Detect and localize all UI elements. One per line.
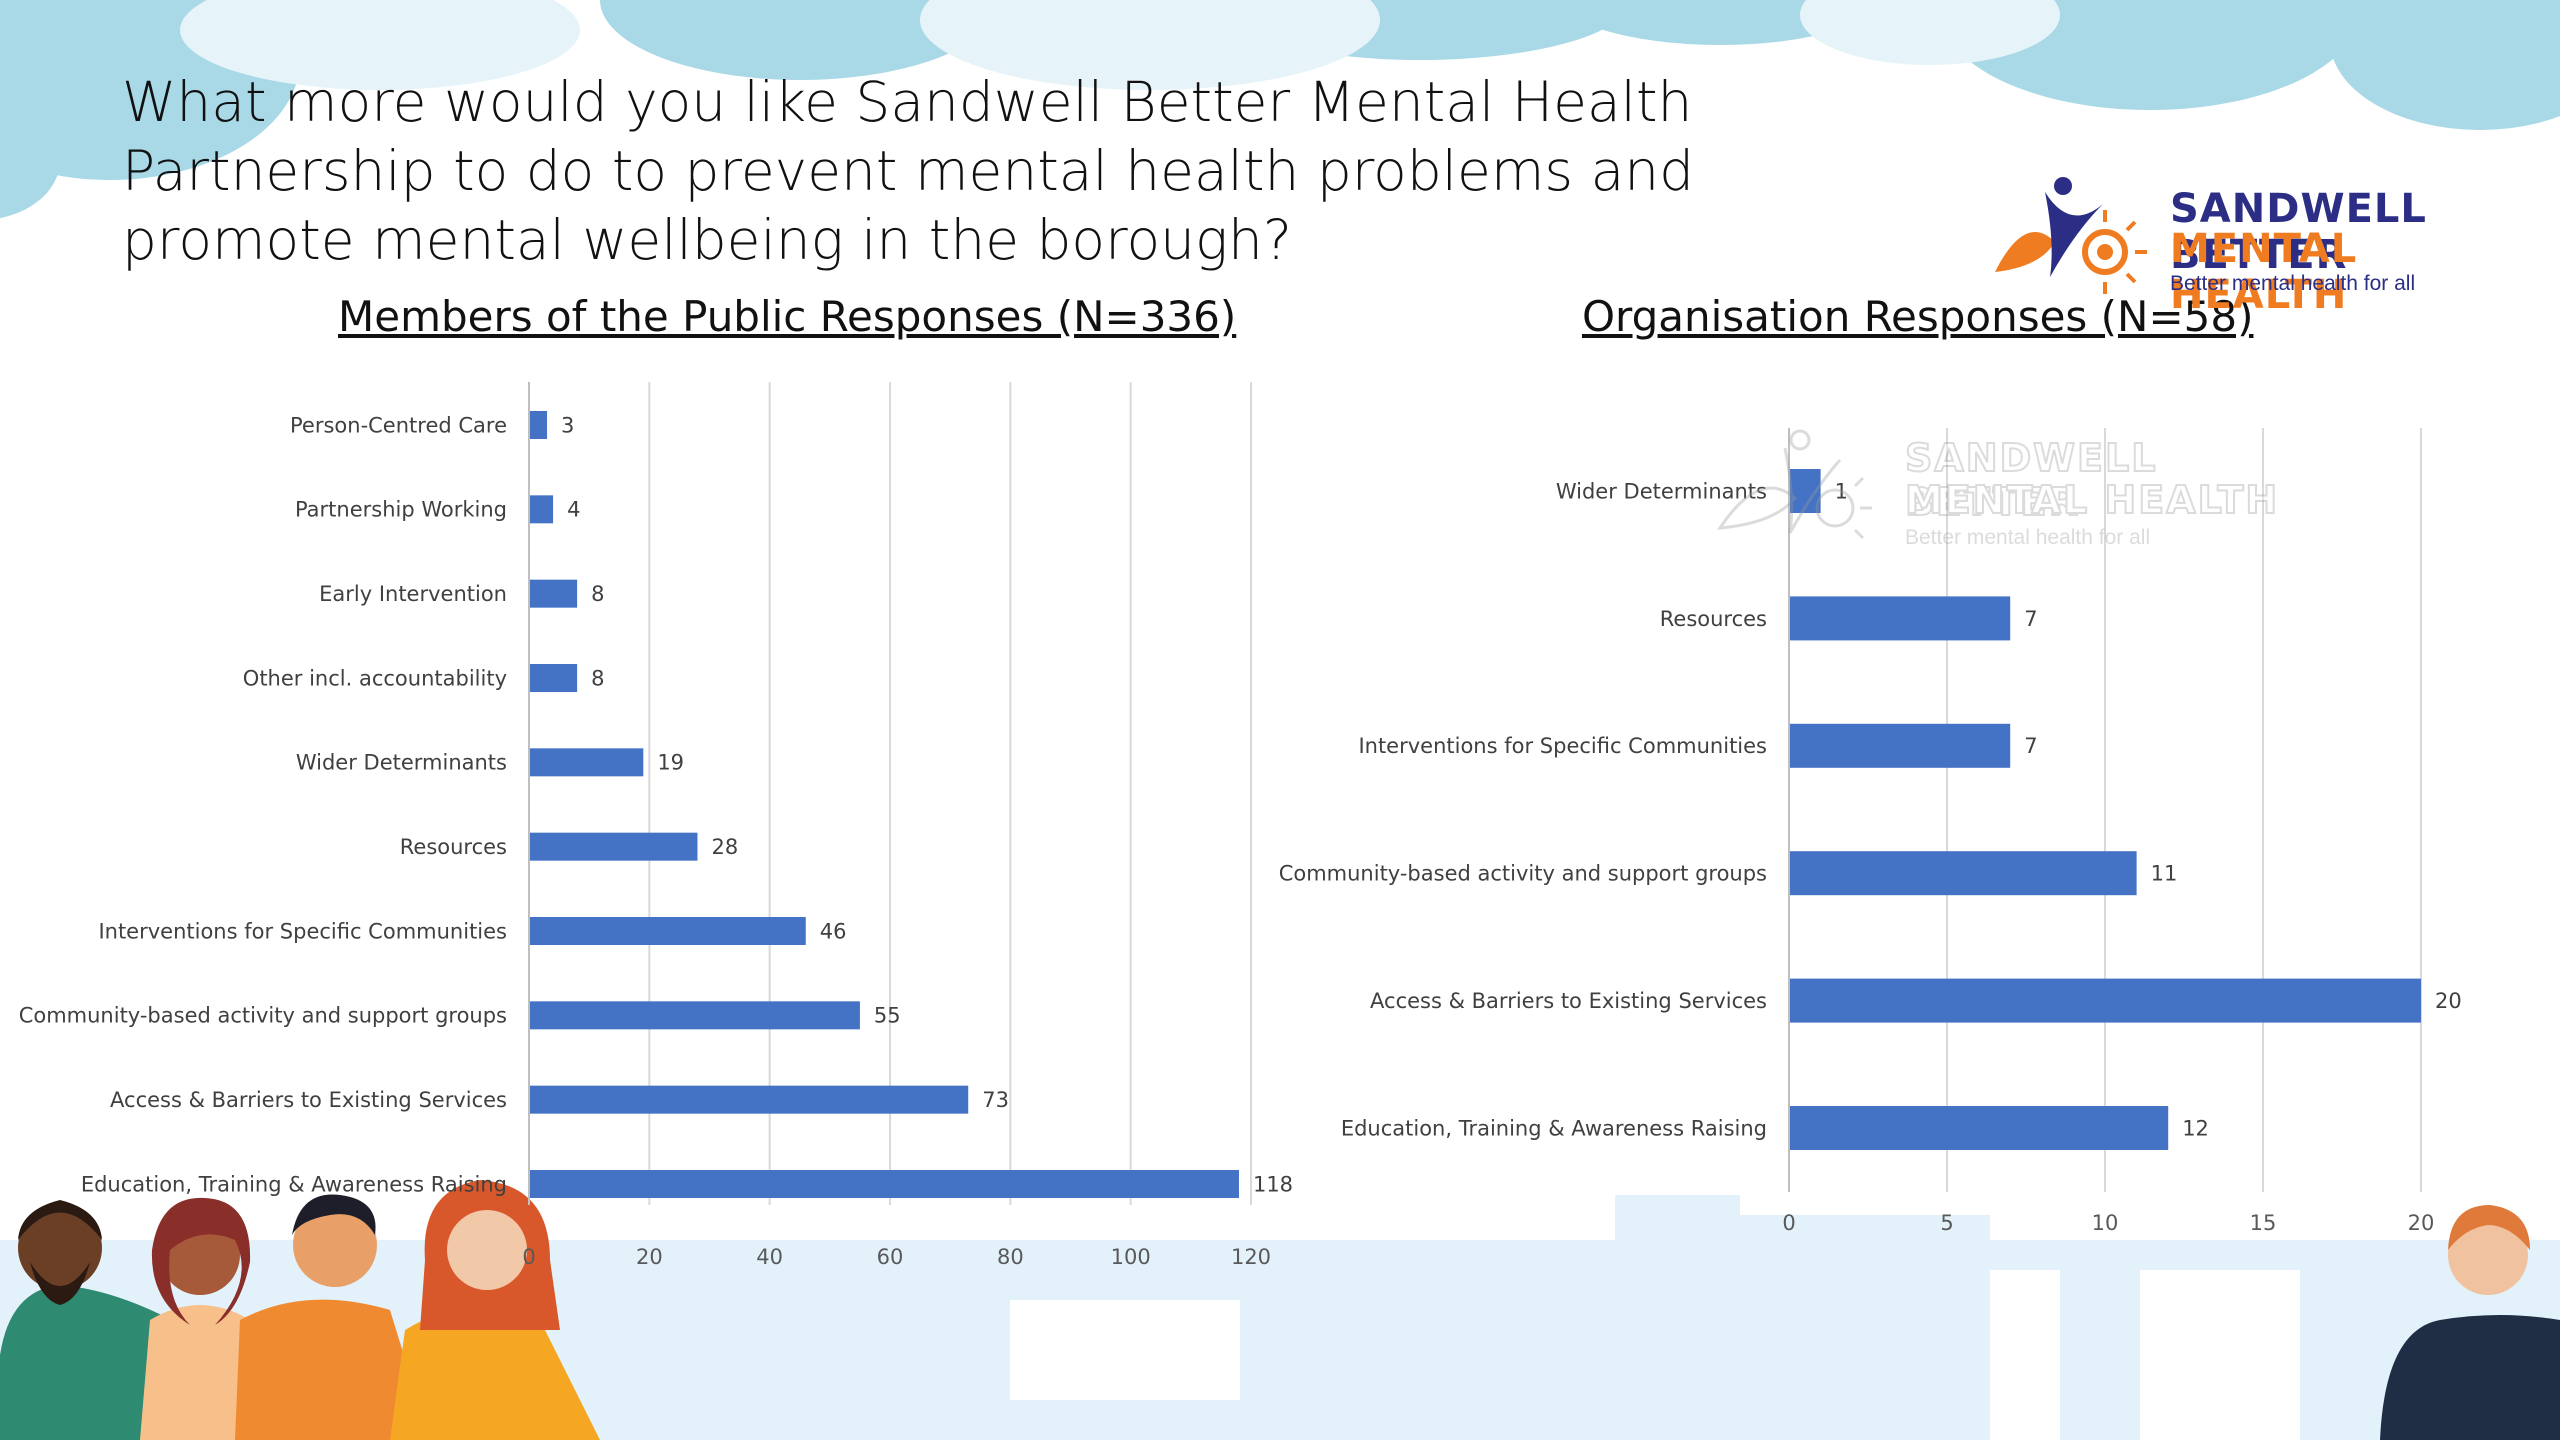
logo-line1: SANDWELL BETTER (2170, 186, 2427, 278)
public-chart-data-label: 55 (874, 1004, 901, 1028)
public-chart-category-label: Person-Centred Care (290, 413, 507, 437)
org-chart-data-label: 20 (2435, 989, 2462, 1013)
public-chart-title: Members of the Public Responses (N=336) (338, 292, 1237, 341)
public-chart-x-tick-label: 0 (522, 1245, 535, 1269)
org-chart-category-label: Education, Training & Awareness Raising (1341, 1116, 1767, 1140)
org-chart-bar (1790, 469, 1821, 513)
org-chart-data-label: 1 (1835, 479, 1848, 503)
sbmh-logo-icon (1995, 177, 2147, 294)
org-chart-category-label: Community-based activity and support gro… (1279, 862, 1767, 886)
public-chart-data-label: 3 (561, 413, 574, 437)
watermark-line1: SANDWELL BETTER (1904, 435, 2158, 525)
org-chart-category-label: Access & Barriers to Existing Services (1370, 989, 1767, 1013)
public-chart-x-tick-label: 100 (1111, 1245, 1151, 1269)
org-chart-x-tick-label: 5 (1940, 1211, 1953, 1235)
public-chart-bar (530, 664, 578, 692)
public-chart-bar (530, 411, 548, 439)
org-chart-data-label: 7 (2024, 734, 2037, 758)
logo-tagline: Better mental health for all (2170, 272, 2416, 295)
public-chart-x-tick-label: 20 (636, 1245, 663, 1269)
public-chart-category-label: Interventions for Specific Communities (98, 919, 507, 943)
people-illustration (0, 1180, 2560, 1440)
public-chart-data-label: 28 (711, 835, 738, 859)
public-chart-x-tick-label: 60 (877, 1245, 904, 1269)
org-chart-data-label: 12 (2182, 1116, 2209, 1140)
public-chart-category-label: Other incl. accountability (243, 666, 507, 690)
public-chart-data-label: 4 (567, 498, 580, 522)
public-chart-bar (530, 748, 644, 777)
org-chart-category-label: Wider Determinants (1556, 479, 1767, 503)
org-chart-category-label: Interventions for Specific Communities (1358, 734, 1767, 758)
org-chart-title: Organisation Responses (N=58) (1582, 292, 2254, 341)
org-chart-data-label: 11 (2151, 862, 2178, 886)
public-chart-category-label: Education, Training & Awareness Raising (81, 1172, 507, 1196)
watermark-logo-icon (1717, 429, 1872, 540)
public-chart-data-label: 73 (982, 1088, 1009, 1112)
public-chart-bar (530, 1085, 969, 1114)
public-chart-category-label: Partnership Working (295, 498, 507, 522)
public-chart-bar (530, 917, 806, 945)
org-chart-data-label: 7 (2024, 607, 2037, 631)
public-chart-category-label: Early Intervention (319, 582, 507, 606)
public-chart-category-label: Resources (400, 835, 507, 859)
org-chart-category-label: Resources (1660, 607, 1767, 631)
org-chart-x-tick-label: 0 (1782, 1211, 1795, 1235)
org-chart-bar (1790, 851, 2137, 896)
public-chart-data-label: 46 (820, 919, 847, 943)
public-chart-category-label: Community-based activity and support gro… (19, 1004, 507, 1028)
public-chart-data-label: 118 (1253, 1172, 1293, 1196)
public-chart-bar (530, 832, 698, 861)
logo-line2: MENTAL HEALTH (2170, 226, 2358, 318)
public-chart-data-label: 19 (657, 751, 684, 775)
org-chart-x-tick-label: 10 (2092, 1211, 2119, 1235)
skyline-gaps (1010, 1270, 2300, 1440)
cloud-banner-light (180, 0, 2060, 90)
org-chart-bar (1790, 596, 2011, 641)
logo-watermark: SANDWELL BETTER MENTAL HEALTH Better men… (1700, 428, 2300, 558)
public-chart-x-tick-label: 80 (997, 1245, 1024, 1269)
public-chart-data-label: 8 (591, 582, 604, 606)
org-chart-bar (1790, 723, 2011, 768)
sbmh-logo: SANDWELL BETTER MENTAL HEALTH Better men… (1985, 172, 2545, 318)
public-chart-category-label: Access & Barriers to Existing Services (110, 1088, 507, 1112)
org-chart-x-tick-label: 20 (2408, 1211, 2435, 1235)
org-chart-bar (1790, 1106, 2169, 1150)
public-chart-bar (530, 579, 578, 608)
org-chart-bar (1790, 978, 2421, 1023)
watermark-tagline: Better mental health for all (1905, 526, 2151, 549)
public-chart-x-tick-label: 40 (756, 1245, 783, 1269)
public-chart-bar (530, 1170, 1239, 1198)
public-chart-x-tick-label: 120 (1231, 1245, 1271, 1269)
public-chart-data-label: 8 (591, 666, 604, 690)
slide-title: What more would you like Sandwell Better… (122, 70, 1695, 272)
public-chart-bar (530, 1001, 860, 1030)
watermark-line2: MENTAL HEALTH (1904, 477, 2280, 523)
public-chart-bar (530, 495, 554, 524)
org-chart-x-tick-label: 15 (2250, 1211, 2277, 1235)
public-chart-category-label: Wider Determinants (296, 751, 507, 775)
